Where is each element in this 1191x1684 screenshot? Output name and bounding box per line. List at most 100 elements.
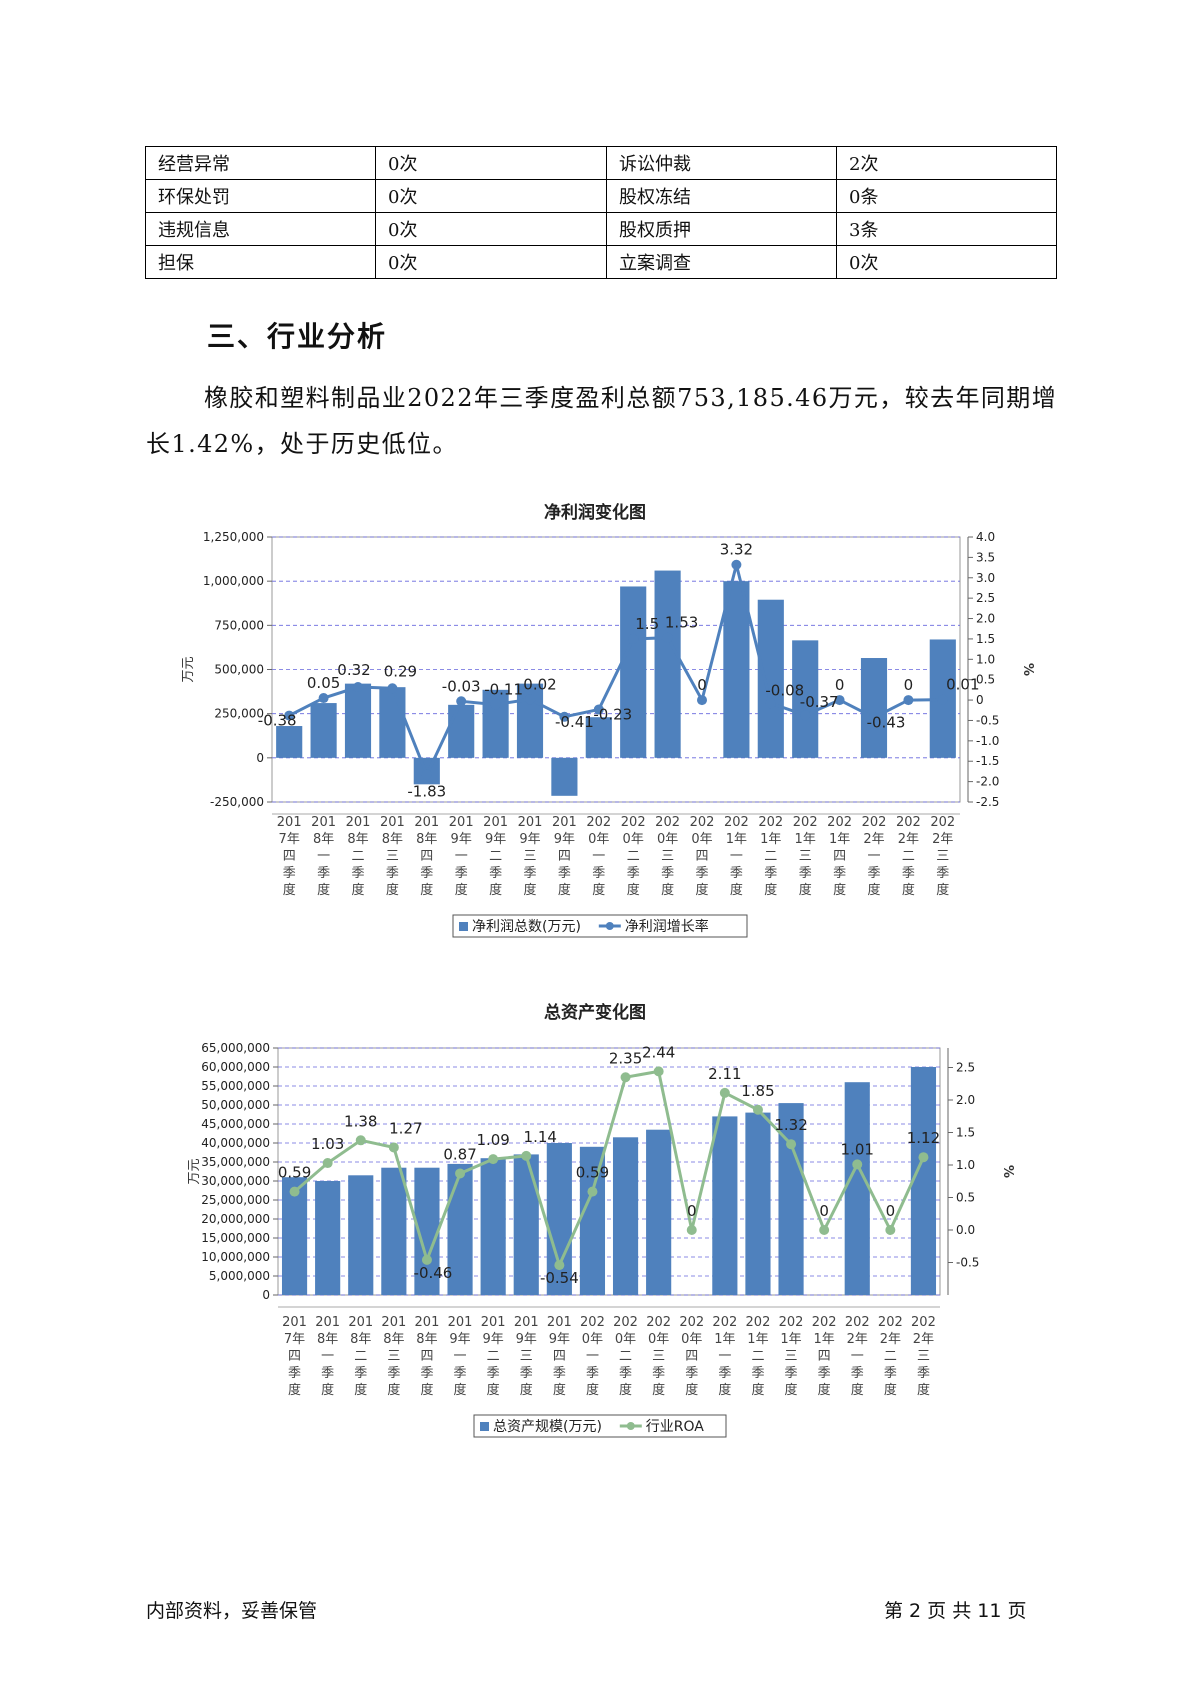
data-point <box>834 695 845 706</box>
x-tick-label: 201 <box>481 1315 506 1330</box>
bar <box>612 1137 639 1295</box>
x-tick-label: 一 <box>851 1349 864 1364</box>
x-tick-label: 202 <box>746 1315 771 1330</box>
x-tick-label: 季 <box>902 866 915 881</box>
x-tick-label: 201 <box>514 1315 539 1330</box>
data-label: -0.23 <box>593 705 632 723</box>
data-point <box>697 695 707 706</box>
table-cell-label: 环保处罚 <box>145 179 376 213</box>
legend-bar-swatch <box>459 922 468 931</box>
bar <box>579 1146 606 1295</box>
bar <box>860 658 888 758</box>
x-tick-label: 度 <box>730 882 743 898</box>
x-tick-label: 201 <box>311 815 336 830</box>
data-point <box>455 1168 466 1179</box>
bar <box>646 1129 672 1295</box>
x-tick-label: 二 <box>902 849 915 864</box>
x-tick-label: 季 <box>592 866 605 881</box>
legend-line-label: 行业ROA <box>646 1419 705 1435</box>
bar <box>381 1167 407 1295</box>
y2-tick-label: 0.5 <box>976 673 995 687</box>
x-tick-label: 2年 <box>898 832 919 847</box>
x-tick-label: 1年 <box>780 1332 801 1347</box>
x-tick-label: 202 <box>793 815 818 830</box>
x-tick-label: 度 <box>718 1382 731 1398</box>
data-point <box>353 682 363 693</box>
x-tick-label: 度 <box>288 1382 301 1398</box>
bar <box>910 1067 937 1295</box>
bar <box>276 726 303 758</box>
x-tick-label: 三 <box>661 849 674 864</box>
data-point <box>852 1159 863 1170</box>
bar <box>513 1154 539 1295</box>
series-line <box>288 564 943 779</box>
data-point <box>559 711 570 722</box>
y2-tick-label: 2.0 <box>976 612 995 626</box>
x-tick-label: 度 <box>321 1382 334 1398</box>
bar <box>379 687 406 758</box>
x-tick-label: 季 <box>917 1366 930 1381</box>
net-profit-chart: 净利润变化图 -250,000 0 250,000 500,000 750,000 1,00… <box>181 502 1035 938</box>
data-point <box>903 695 914 706</box>
x-tick-label: 0年 <box>691 832 712 847</box>
x-tick-label: 度 <box>685 1382 698 1398</box>
data-point <box>819 1225 830 1235</box>
x-tick-label: 二 <box>351 849 364 864</box>
x-tick-label: 度 <box>553 1382 566 1398</box>
x-tick-label: 四 <box>288 1349 301 1364</box>
legend-box <box>473 1414 727 1438</box>
y-tick-label: 5,000,000 <box>209 1269 270 1283</box>
x-tick-label: 度 <box>917 1382 930 1398</box>
y2-tick-label: -1.0 <box>976 734 999 748</box>
bar <box>480 1158 506 1295</box>
x-tick-label: 度 <box>764 882 777 898</box>
y-tick-label: 60,000,000 <box>201 1060 270 1074</box>
data-label: 0 <box>697 676 707 694</box>
y2-tick-label: 1.5 <box>976 632 995 646</box>
y2-axis-label: % <box>1000 1165 1015 1178</box>
data-label: 0.32 <box>337 661 370 679</box>
x-tick-label: 一 <box>454 1349 467 1364</box>
data-label: 0 <box>819 1202 829 1220</box>
y-tick-label: 0 <box>256 751 264 765</box>
x-tick-label: 度 <box>619 1382 632 1398</box>
data-label: -1.83 <box>407 783 446 801</box>
x-tick-label: 度 <box>592 882 605 898</box>
x-tick-label: 度 <box>487 1382 500 1398</box>
data-point <box>752 1104 763 1115</box>
x-tick-label: 二 <box>627 849 640 864</box>
y-tick-label: 20,000,000 <box>201 1212 270 1226</box>
table-row: 经营异常 0次 诉讼仲裁 2次 <box>145 146 1057 180</box>
data-point <box>525 694 535 705</box>
data-label: 1.12 <box>907 1129 940 1147</box>
footer-page-number: 第 2 页 共 11 页 <box>884 1600 1027 1622</box>
bar <box>712 1116 738 1295</box>
bar <box>447 1163 473 1295</box>
data-point <box>355 1135 366 1146</box>
data-label: 0.01 <box>946 676 979 694</box>
x-tick-label: 季 <box>764 866 777 881</box>
x-tick-label: 度 <box>523 882 536 898</box>
data-point <box>765 698 776 709</box>
data-label: 0.59 <box>278 1164 311 1182</box>
x-tick-label: 度 <box>851 1382 864 1398</box>
x-tick-label: 一 <box>730 849 743 864</box>
data-point <box>719 1087 730 1098</box>
data-label: -0.08 <box>765 681 804 699</box>
x-tick-label: 201 <box>448 1315 473 1330</box>
x-tick-label: 202 <box>930 815 955 830</box>
x-tick-label: 季 <box>695 866 708 881</box>
data-label: -0.11 <box>484 681 523 699</box>
x-tick-label: 0年 <box>582 1332 603 1347</box>
data-label: -0.03 <box>442 677 481 695</box>
x-tick-label: 1年 <box>829 832 850 847</box>
y2-tick-label: 2.5 <box>976 591 995 605</box>
x-tick-label: 四 <box>695 849 708 864</box>
x-tick-label: 度 <box>652 1382 665 1398</box>
y-tick-label: 40,000,000 <box>201 1136 270 1150</box>
y2-axis-label: % <box>1020 663 1035 676</box>
x-tick-label: 202 <box>779 1315 804 1330</box>
x-tick-label: 季 <box>455 866 468 881</box>
data-label: 2.11 <box>708 1065 741 1083</box>
x-tick-label: 季 <box>487 1366 500 1381</box>
